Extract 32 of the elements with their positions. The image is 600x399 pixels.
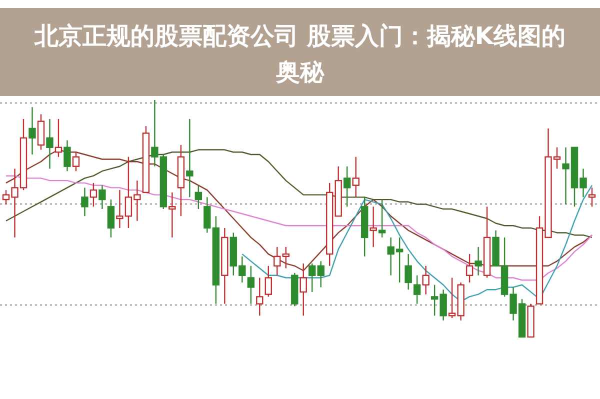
candlestick xyxy=(264,265,272,298)
candlestick xyxy=(282,246,290,269)
candlestick xyxy=(300,262,307,316)
candlestick xyxy=(422,265,430,295)
candlestick xyxy=(308,262,316,293)
candlestick xyxy=(247,265,254,304)
candlestick xyxy=(46,118,54,170)
candlestick xyxy=(54,118,62,158)
candlestick xyxy=(37,114,45,150)
candlestick xyxy=(107,198,115,238)
candlestick xyxy=(404,253,412,290)
candlestick xyxy=(317,260,324,288)
chart-title: 北京正规的股票配资公司 股票入门：揭秘K线图的奥秘 xyxy=(34,22,566,86)
candlestick xyxy=(72,152,80,172)
candlestick xyxy=(168,192,176,238)
candlestick xyxy=(466,253,474,284)
candlestick xyxy=(474,246,482,276)
candlestick xyxy=(352,156,360,198)
candlestick xyxy=(90,182,98,208)
candlestick xyxy=(194,184,202,210)
candlestick xyxy=(274,246,281,276)
candlestick xyxy=(378,198,386,238)
candlestick xyxy=(186,118,194,198)
candlestick xyxy=(64,140,71,172)
candlestick xyxy=(344,166,351,208)
candlestick xyxy=(588,187,596,208)
candlestick xyxy=(81,187,88,217)
candlestick xyxy=(28,106,36,156)
candlestick xyxy=(256,277,264,316)
candlestick xyxy=(413,274,421,304)
candlestick xyxy=(98,184,106,210)
candlestick xyxy=(370,206,377,248)
